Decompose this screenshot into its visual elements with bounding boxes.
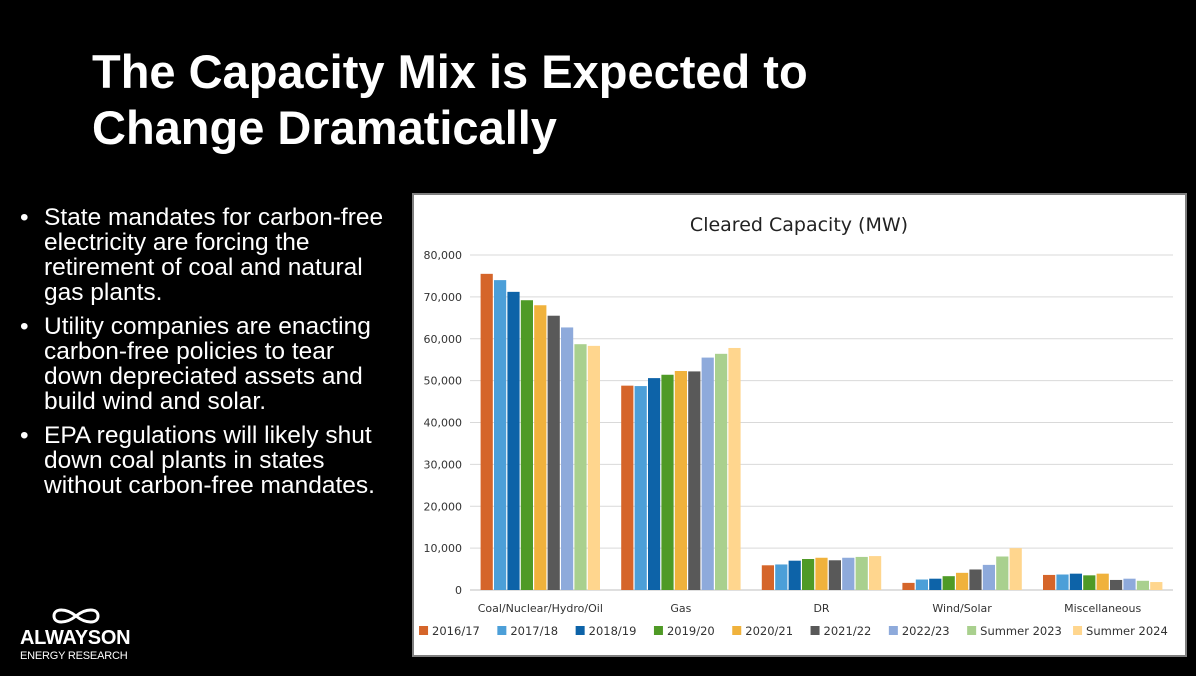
bar (574, 344, 587, 590)
bar (1069, 573, 1082, 590)
y-tick-label: 20,000 (424, 500, 463, 513)
x-category-label: Gas (670, 602, 691, 615)
bar (929, 578, 942, 590)
bullet-item: EPA regulations will likely shut down co… (18, 423, 396, 498)
slide-title: The Capacity Mix is Expected to Change D… (92, 44, 1072, 156)
legend-label: Summer 2024 (1086, 624, 1168, 638)
bar (520, 300, 533, 590)
bar (869, 556, 882, 590)
y-tick-label: 70,000 (424, 291, 463, 304)
bar (661, 374, 674, 590)
bar (634, 386, 647, 590)
bar (1009, 548, 1022, 590)
legend-swatch (967, 626, 977, 635)
x-category-label: Miscellaneous (1064, 602, 1141, 615)
bar (621, 385, 634, 590)
bar (956, 572, 969, 590)
legend-swatch (575, 626, 585, 635)
legend-swatch (810, 626, 820, 635)
chart-panel: Cleared Capacity (MW) 0 10,000 20,000 30,000… (412, 193, 1187, 657)
legend-label: 2021/22 (824, 624, 872, 638)
logo-wordmark: ALWAYSON (20, 627, 131, 649)
bar (688, 371, 701, 590)
bar (996, 556, 1009, 590)
x-category-label: DR (813, 602, 829, 615)
bar (728, 347, 741, 590)
bar (788, 560, 801, 590)
legend-label: 2018/19 (589, 624, 637, 638)
bar (915, 579, 928, 590)
bar-chart: Cleared Capacity (MW) 0 10,000 20,000 30,000… (419, 214, 1173, 638)
bar (902, 582, 915, 590)
bullet-item: Utility companies are enacting carbon-fr… (18, 314, 396, 414)
y-tick-label: 80,000 (424, 249, 463, 262)
bar (674, 370, 687, 590)
bar (1150, 582, 1163, 590)
bar (494, 280, 507, 590)
bar (1083, 575, 1096, 590)
y-tick-label: 10,000 (424, 542, 463, 555)
y-tick-label: 0 (455, 584, 462, 597)
bar (761, 565, 774, 590)
bar (1043, 574, 1056, 590)
y-tick-label: 40,000 (424, 417, 463, 430)
legend-swatch (497, 626, 507, 635)
infinity-logo-icon (52, 608, 100, 624)
bar (1136, 580, 1149, 590)
bar (534, 305, 547, 590)
chart-title: Cleared Capacity (MW) (690, 214, 908, 236)
bar (648, 378, 661, 590)
legend-swatch (653, 626, 663, 635)
legend-label: 2016/17 (432, 624, 480, 638)
bar (1123, 578, 1136, 590)
bar (561, 327, 574, 590)
legend-swatch (888, 626, 898, 635)
bar (507, 291, 520, 590)
bullet-list: State mandates for carbon-free electrici… (18, 205, 396, 507)
slide-title-line1: The Capacity Mix is Expected to (92, 45, 808, 98)
legend-label: Summer 2023 (980, 624, 1062, 638)
bar (942, 576, 955, 590)
legend-label: 2017/18 (510, 624, 558, 638)
bar (1056, 574, 1069, 590)
bar (547, 315, 560, 590)
bar (587, 345, 600, 590)
bar (1096, 573, 1109, 590)
bar (842, 557, 855, 590)
bar (775, 564, 788, 590)
bar (855, 556, 868, 590)
bar (828, 560, 841, 590)
bullet-item: State mandates for carbon-free electrici… (18, 205, 396, 305)
bar (715, 353, 728, 590)
legend-swatch (1073, 626, 1083, 635)
legend-label: 2022/23 (902, 624, 950, 638)
bar (802, 559, 815, 590)
x-category-label: Coal/Nuclear/Hydro/Oil (478, 602, 603, 615)
bar (982, 564, 995, 590)
x-category-label: Wind/Solar (932, 602, 992, 615)
legend-label: 2020/21 (745, 624, 793, 638)
y-tick-label: 50,000 (424, 375, 463, 388)
bar (1110, 579, 1123, 590)
legend-swatch (732, 626, 742, 635)
bar (969, 569, 982, 590)
company-logo: ALWAYSON ENERGY RESEARCH (18, 605, 138, 669)
legend-label: 2019/20 (667, 624, 715, 638)
bar (815, 557, 828, 590)
y-tick-label: 30,000 (424, 458, 463, 471)
legend-swatch (419, 626, 429, 635)
y-tick-label: 60,000 (424, 333, 463, 346)
bar (701, 357, 714, 590)
slide-title-line2: Change Dramatically (92, 101, 557, 154)
bar (480, 273, 493, 590)
logo-tagline: ENERGY RESEARCH (20, 650, 128, 662)
